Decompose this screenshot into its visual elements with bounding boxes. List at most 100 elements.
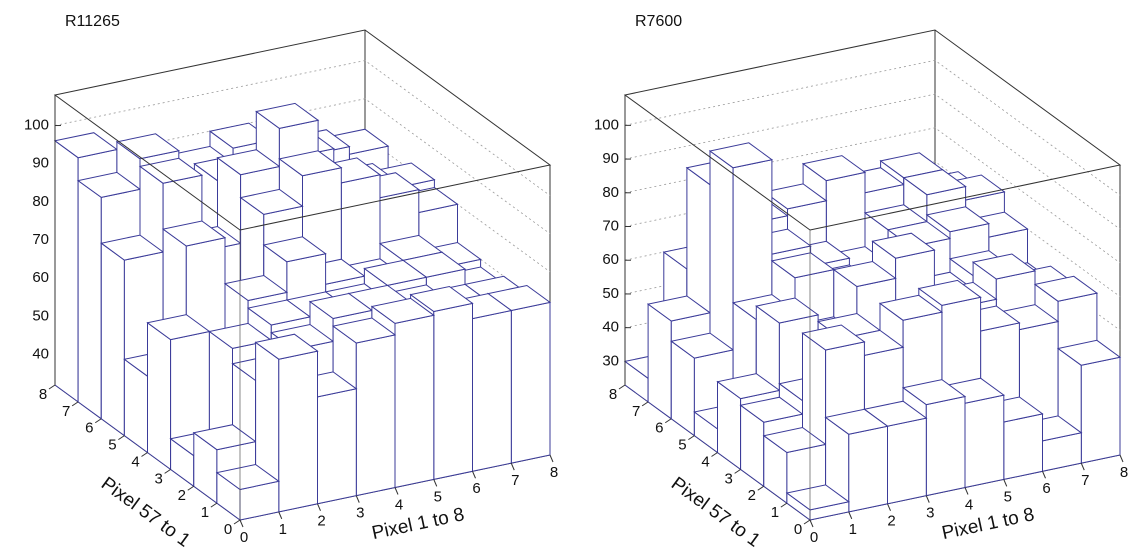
y-tick <box>688 435 695 441</box>
bar-top <box>801 155 867 182</box>
bar-top <box>871 232 936 259</box>
y-tick-label: 7 <box>62 403 70 420</box>
bar-top <box>254 333 319 360</box>
bar-top <box>716 373 781 400</box>
bar-top <box>878 294 944 321</box>
bar-top <box>331 317 397 344</box>
box-top <box>623 29 1122 231</box>
y-tick <box>780 502 788 508</box>
y-tick-label: 0 <box>224 521 232 538</box>
x-tick-label: 7 <box>511 472 519 489</box>
y-tick-label: 5 <box>678 437 686 454</box>
bar-top <box>755 297 820 324</box>
x-tick-label: 4 <box>395 496 403 513</box>
y-tick-label: 3 <box>724 470 732 487</box>
y-tick <box>210 502 218 508</box>
y-tick <box>71 401 79 407</box>
bar-front-face <box>433 302 473 481</box>
bar-front-face <box>394 314 435 489</box>
x-tick <box>887 503 891 511</box>
x-tick-label: 1 <box>849 521 857 538</box>
y-tick <box>641 401 649 407</box>
x-tick <box>848 511 853 520</box>
bar-front-face <box>848 425 888 513</box>
bar-left-face <box>100 242 125 437</box>
y-tick-label: 0 <box>794 521 802 538</box>
bar-top <box>138 157 204 184</box>
y-tick-label: 2 <box>748 487 756 504</box>
x-tick-label: 5 <box>434 488 442 505</box>
y-tick <box>118 435 125 441</box>
z-tick-label: 40 <box>602 319 619 336</box>
bar-top <box>239 188 304 215</box>
grid-line <box>624 59 1121 196</box>
x-tick-label: 8 <box>1120 464 1128 481</box>
y-tick <box>711 452 718 457</box>
z-tick-label: 70 <box>602 217 619 234</box>
z-tick-label: 60 <box>602 251 619 268</box>
y-axis-title: Pixel 57 to 1 <box>97 473 194 551</box>
z-tick-label: 60 <box>32 269 49 286</box>
bar-top <box>215 463 281 491</box>
y-tick-label: 8 <box>39 386 47 403</box>
bar-front-face <box>317 388 357 505</box>
bar-top <box>670 332 735 359</box>
x-tick-label: 6 <box>472 480 480 497</box>
z-tick-label: 50 <box>32 307 49 324</box>
bar-top <box>708 142 774 169</box>
bar-left-face <box>147 321 172 471</box>
y-tick <box>187 485 195 491</box>
x-tick <box>317 503 321 511</box>
x-tick <box>1119 454 1124 463</box>
bar-top <box>971 253 1037 280</box>
y-tick <box>233 519 241 525</box>
y-tick-label: 7 <box>632 403 640 420</box>
bar-top <box>262 236 327 263</box>
x-axis-title: Pixel 1 to 8 <box>940 504 1036 544</box>
y-tick-label: 6 <box>655 420 663 437</box>
z-tick-label: 90 <box>32 155 49 172</box>
x-tick <box>355 495 360 503</box>
bar-top <box>832 260 897 288</box>
x-tick-label: 0 <box>810 529 818 546</box>
x-tick <box>1080 462 1085 471</box>
x-tick <box>278 511 283 520</box>
z-tick-label: 90 <box>602 150 619 167</box>
bar-top <box>53 132 119 159</box>
x-tick <box>510 462 515 471</box>
y-tick <box>94 418 102 424</box>
chart-title: R7600 <box>635 13 682 30</box>
y-tick-label: 3 <box>154 470 162 487</box>
bar-top <box>255 102 320 129</box>
bar-front-face <box>278 350 318 513</box>
z-tick-label: 30 <box>602 352 619 369</box>
bar-top <box>770 252 836 279</box>
chart-title: R11265 <box>65 13 120 30</box>
box-top <box>53 29 552 231</box>
y-tick-label: 6 <box>85 420 93 437</box>
z-tick-label: 80 <box>32 193 49 210</box>
y-tick-label: 2 <box>178 487 186 504</box>
x-tick-label: 3 <box>926 505 934 522</box>
bar-top <box>901 379 967 406</box>
x-tick-label: 2 <box>887 513 895 530</box>
y-tick-label: 4 <box>131 453 139 470</box>
x-tick <box>239 519 244 528</box>
x-axis-title: Pixel 1 to 8 <box>370 504 466 544</box>
bar-left-face <box>77 179 102 420</box>
y-tick-label: 8 <box>609 386 617 403</box>
bar-top <box>216 149 281 176</box>
bar-top <box>1033 275 1099 302</box>
y-tick <box>757 485 765 491</box>
x-tick <box>809 519 814 528</box>
y-tick <box>164 468 171 474</box>
bar-top <box>76 171 142 198</box>
x-tick <box>1003 479 1008 487</box>
grid-line <box>54 60 551 196</box>
bar-top <box>278 150 343 177</box>
z-tick-label: 100 <box>594 116 619 133</box>
bar-top <box>925 206 991 233</box>
x-tick-label: 5 <box>1004 488 1012 505</box>
x-tick-label: 7 <box>1081 472 1089 489</box>
